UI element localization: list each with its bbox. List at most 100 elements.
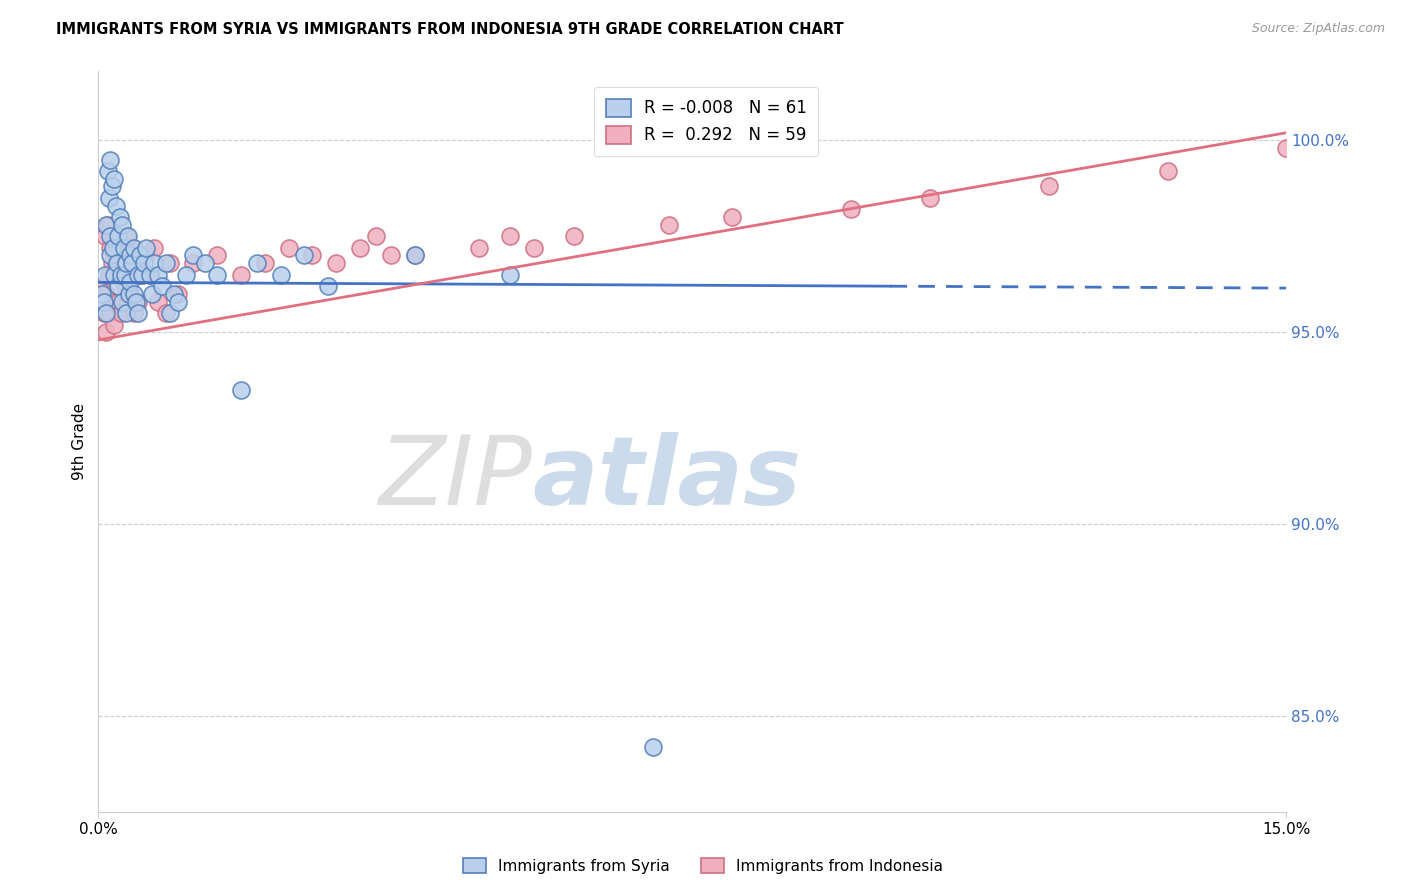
- Point: [112, 241, 135, 255]
- Point: [146, 268, 169, 282]
- Point: [163, 286, 186, 301]
- Point: [111, 218, 134, 232]
- Point: [920, 191, 942, 205]
- Point: [110, 268, 132, 282]
- Point: [380, 248, 402, 262]
- Point: [277, 241, 299, 255]
- Point: [112, 248, 135, 262]
- Point: [122, 306, 145, 320]
- Point: [111, 294, 134, 309]
- Point: [110, 306, 132, 320]
- Point: [207, 268, 229, 282]
- Point: [159, 306, 181, 320]
- Point: [122, 286, 145, 301]
- Point: [839, 202, 862, 217]
- Point: [499, 229, 522, 244]
- Point: [131, 268, 153, 282]
- Text: atlas: atlas: [531, 432, 801, 525]
- Point: [141, 286, 163, 301]
- Point: [97, 218, 120, 232]
- Point: [270, 268, 292, 282]
- Point: [101, 256, 124, 270]
- Point: [98, 229, 121, 244]
- Point: [128, 248, 150, 262]
- Point: [107, 229, 129, 244]
- Point: [107, 248, 129, 262]
- Point: [183, 248, 205, 262]
- Point: [207, 248, 229, 262]
- Point: [93, 294, 115, 309]
- Point: [115, 229, 138, 244]
- Point: [1038, 179, 1060, 194]
- Point: [120, 248, 142, 262]
- Point: [115, 256, 138, 270]
- Point: [96, 286, 118, 301]
- Point: [127, 306, 149, 320]
- Point: [107, 279, 129, 293]
- Point: [229, 383, 252, 397]
- Point: [166, 286, 188, 301]
- Point: [103, 171, 125, 186]
- Point: [246, 256, 269, 270]
- Point: [364, 229, 387, 244]
- Point: [562, 229, 585, 244]
- Point: [94, 268, 117, 282]
- Point: [98, 241, 121, 255]
- Point: [142, 241, 165, 255]
- Point: [117, 294, 139, 309]
- Point: [122, 241, 145, 255]
- Point: [135, 241, 157, 255]
- Point: [114, 268, 136, 282]
- Point: [97, 164, 120, 178]
- Point: [103, 318, 125, 332]
- Point: [404, 248, 426, 262]
- Point: [98, 248, 121, 262]
- Text: ZIP: ZIP: [378, 432, 531, 525]
- Point: [467, 241, 489, 255]
- Point: [404, 248, 426, 262]
- Point: [101, 179, 124, 194]
- Point: [155, 256, 177, 270]
- Point: [117, 268, 139, 282]
- Point: [174, 268, 197, 282]
- Point: [120, 276, 142, 290]
- Point: [94, 229, 117, 244]
- Point: [91, 286, 114, 301]
- Point: [150, 279, 173, 293]
- Point: [721, 210, 744, 224]
- Point: [142, 256, 165, 270]
- Point: [115, 306, 138, 320]
- Point: [1156, 164, 1178, 178]
- Point: [166, 294, 188, 309]
- Point: [125, 256, 148, 270]
- Point: [101, 294, 124, 309]
- Point: [131, 268, 153, 282]
- Y-axis label: 9th Grade: 9th Grade: [72, 403, 87, 480]
- Point: [127, 268, 149, 282]
- Point: [253, 256, 276, 270]
- Point: [104, 199, 127, 213]
- Text: Source: ZipAtlas.com: Source: ZipAtlas.com: [1251, 22, 1385, 36]
- Point: [91, 279, 114, 293]
- Legend: R = -0.008   N = 61, R =  0.292   N = 59: R = -0.008 N = 61, R = 0.292 N = 59: [593, 87, 818, 156]
- Point: [97, 191, 120, 205]
- Point: [1275, 141, 1298, 155]
- Point: [101, 241, 124, 255]
- Point: [127, 294, 149, 309]
- Legend: Immigrants from Syria, Immigrants from Indonesia: Immigrants from Syria, Immigrants from I…: [457, 852, 949, 880]
- Point: [96, 325, 118, 339]
- Point: [301, 248, 323, 262]
- Point: [117, 229, 139, 244]
- Point: [103, 229, 125, 244]
- Point: [229, 268, 252, 282]
- Point: [97, 268, 120, 282]
- Point: [121, 256, 143, 270]
- Point: [316, 279, 339, 293]
- Point: [98, 306, 121, 320]
- Point: [93, 306, 115, 320]
- Point: [139, 268, 162, 282]
- Point: [658, 218, 681, 232]
- Point: [135, 248, 157, 262]
- Point: [104, 256, 127, 270]
- Point: [194, 256, 217, 270]
